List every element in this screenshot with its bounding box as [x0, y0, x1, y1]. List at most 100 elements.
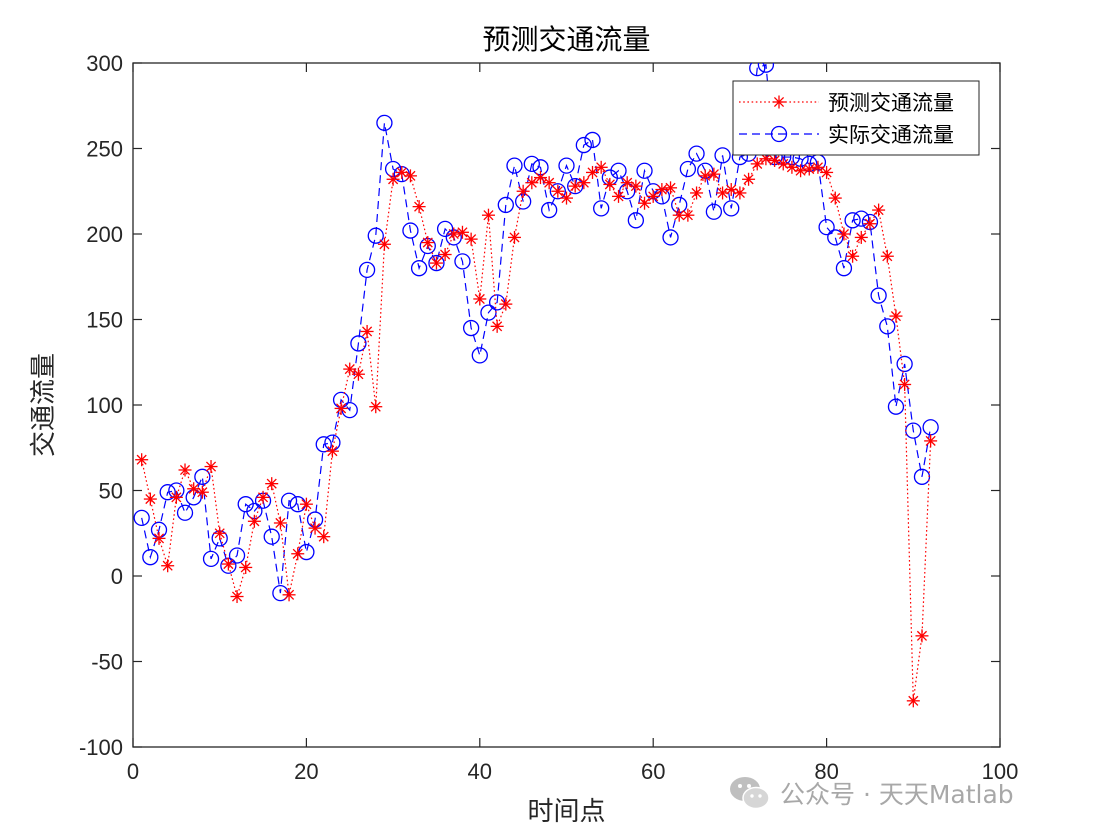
data-point-circle	[558, 157, 575, 174]
data-point-asterisk	[612, 189, 626, 203]
data-point-asterisk	[525, 176, 539, 190]
data-point-asterisk	[438, 248, 452, 262]
data-point-circle	[454, 253, 471, 270]
data-point-circle	[749, 63, 766, 77]
axes-box	[132, 62, 1001, 748]
data-point-asterisk	[421, 236, 435, 250]
data-point-asterisk	[586, 165, 600, 179]
watermark-text: 公众号 · 天天Matlab	[780, 780, 1014, 809]
data-point-circle	[367, 227, 384, 244]
series-layer	[133, 63, 939, 708]
data-point-asterisk	[889, 309, 903, 323]
data-point-circle	[142, 549, 159, 566]
y-tick-label: 300	[86, 51, 123, 76]
data-point-asterisk	[143, 492, 157, 506]
data-point-asterisk	[924, 434, 938, 448]
data-point-asterisk	[282, 588, 296, 602]
y-tick-label: 250	[86, 137, 123, 162]
data-point-asterisk	[681, 208, 695, 222]
data-point-asterisk	[213, 526, 227, 540]
legend-label: 实际交通流量	[828, 123, 954, 147]
data-point-circle	[567, 177, 584, 195]
legend-marker-asterisk	[772, 95, 786, 109]
data-point-circle	[679, 160, 697, 178]
data-point-asterisk	[733, 186, 747, 200]
data-point-asterisk	[247, 514, 261, 528]
data-point-circle	[228, 547, 246, 564]
data-point-asterisk	[412, 200, 426, 214]
data-point-circle	[610, 162, 627, 179]
legend-box	[732, 80, 980, 156]
data-point-asterisk	[369, 400, 383, 414]
series-predicted	[135, 152, 938, 708]
data-point-circle	[402, 222, 419, 239]
y-tick-label: 50	[99, 479, 123, 504]
y-tick-label: -50	[91, 650, 123, 675]
data-point-circle	[662, 229, 679, 246]
data-point-circle	[133, 509, 150, 527]
data-point-asterisk	[811, 160, 825, 174]
data-point-asterisk	[880, 249, 894, 263]
data-point-asterisk	[828, 191, 842, 205]
data-point-asterisk	[473, 292, 487, 306]
data-point-asterisk	[533, 171, 547, 185]
data-point-asterisk	[603, 177, 617, 191]
data-point-circle	[887, 398, 905, 415]
y-tick-label: 150	[86, 308, 123, 333]
data-point-asterisk	[308, 521, 322, 535]
data-point-asterisk	[915, 629, 929, 643]
data-point-asterisk	[690, 186, 704, 200]
data-point-circle	[176, 504, 194, 521]
data-point-asterisk	[377, 237, 391, 251]
data-point-circle	[757, 63, 775, 73]
legend-label: 预测交通流量	[828, 91, 954, 115]
data-point-asterisk	[325, 444, 339, 458]
tick-labels: 0 20 40 60 80 100 -100 -50 0 50 100 150 200 250 300	[79, 51, 1018, 784]
data-point-circle	[358, 261, 376, 279]
data-point-circle	[523, 155, 540, 173]
y-tick-label: 100	[86, 393, 123, 418]
data-point-asterisk	[152, 531, 166, 545]
data-point-asterisk	[343, 362, 357, 376]
data-point-asterisk	[802, 162, 816, 176]
data-point-circle	[627, 212, 645, 229]
data-point-circle	[350, 335, 367, 352]
data-point-asterisk	[646, 189, 660, 203]
data-point-asterisk	[898, 377, 912, 391]
data-point-asterisk	[490, 319, 504, 333]
data-point-asterisk	[863, 217, 877, 231]
y-tick-label: 0	[111, 564, 123, 589]
data-point-circle	[723, 200, 740, 217]
y-tick-label: 200	[86, 222, 123, 247]
data-point-circle	[549, 183, 566, 200]
data-point-asterisk	[447, 227, 461, 241]
y-axis-label: 交通流量	[29, 353, 59, 457]
data-point-asterisk	[221, 557, 235, 571]
data-point-asterisk	[334, 401, 348, 415]
data-point-circle	[280, 492, 298, 509]
data-point-asterisk	[759, 152, 773, 166]
data-point-asterisk	[507, 230, 521, 244]
x-tick-label: 20	[294, 759, 318, 784]
data-point-asterisk	[577, 176, 591, 190]
x-tick-label: 60	[641, 759, 665, 784]
data-point-circle	[853, 210, 870, 227]
data-point-asterisk	[742, 172, 756, 186]
data-point-asterisk	[499, 297, 513, 311]
data-point-asterisk	[204, 460, 218, 474]
data-point-asterisk	[135, 453, 149, 467]
x-tick-label: 100	[982, 759, 1019, 784]
data-point-circle	[471, 347, 488, 364]
data-point-circle	[506, 157, 523, 174]
data-point-circle	[159, 484, 176, 501]
data-point-asterisk	[837, 227, 851, 241]
data-point-circle	[194, 468, 211, 485]
x-tick-label: 80	[814, 759, 838, 784]
data-point-asterisk	[846, 249, 860, 263]
data-point-circle	[436, 220, 454, 238]
data-point-asterisk	[794, 164, 808, 178]
data-point-asterisk	[317, 530, 331, 544]
data-point-circle	[879, 318, 896, 335]
